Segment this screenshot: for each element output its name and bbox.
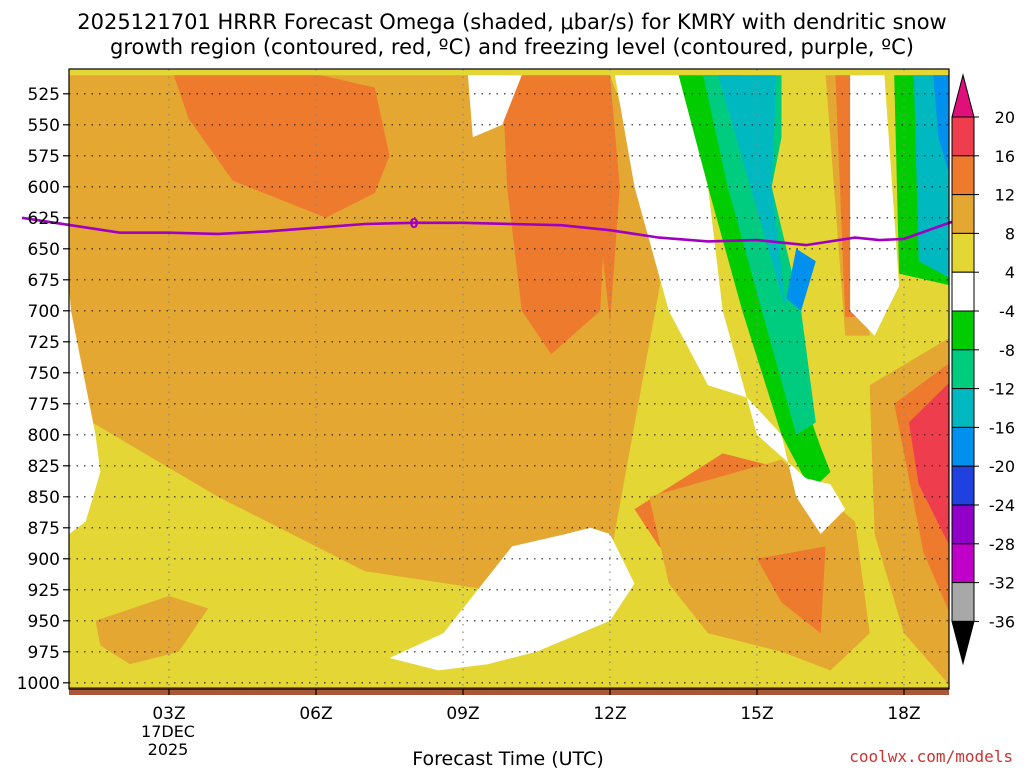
near-zero-region-0	[467, 75, 522, 138]
x-axis: 03Z 06Z 09Z 12Z 15Z 18Z	[152, 689, 921, 724]
y-tick-label-675: 675	[28, 271, 60, 291]
x-tick-label-06Z: 06Z	[299, 704, 332, 724]
colorbar-label-4: 4	[1005, 263, 1015, 282]
colorbar-swatch-9	[951, 465, 975, 506]
y-tick-label-625: 625	[28, 209, 60, 229]
omega-region-2	[502, 75, 610, 355]
y-tick-label-825: 825	[28, 457, 60, 477]
plot-area: 0	[21, 68, 954, 695]
y-tick-label-650: 650	[28, 240, 60, 260]
colorbar-swatch-10	[951, 504, 975, 545]
ground-surface	[69, 687, 949, 695]
y-tick-label-575: 575	[28, 147, 60, 167]
colorbar: 20 16 12 8 4 -4 -8 -12 -16 -20 -24 -28 -32 -36	[951, 73, 1015, 666]
y-axis: 525 550 575 600 625 650 675 700 725 750 775 800 825 8…	[17, 85, 69, 694]
y-tick-label-600: 600	[28, 178, 60, 198]
omega-region-8	[757, 546, 826, 634]
colorbar-swatch-1	[951, 155, 975, 196]
y-tick-label-725: 725	[28, 333, 60, 353]
near-zero-region-3	[850, 75, 900, 336]
omega-region-14	[933, 408, 949, 459]
colorbar-swatch-3	[951, 232, 975, 273]
x-tick-label-09Z: 09Z	[446, 704, 479, 724]
chart-title-line2: growth region (contoured, red, ºC) and f…	[110, 35, 914, 59]
chart-title-line1: 2025121701 HRRR Forecast Omega (shaded, …	[77, 10, 947, 34]
y-tick-label-950: 950	[28, 612, 60, 632]
y-tick-label-775: 775	[28, 395, 60, 415]
y-tick-label-925: 925	[28, 581, 60, 601]
colorbar-label-5: -4	[999, 302, 1015, 321]
colorbar-swatch-0	[951, 116, 975, 157]
colorbar-swatch-2	[951, 194, 975, 234]
y-tick-label-800: 800	[28, 426, 60, 446]
colorbar-swatch-11	[951, 543, 975, 584]
near-zero-region-1	[389, 527, 635, 671]
x-tick-label-12Z: 12Z	[593, 704, 626, 724]
colorbar-label-11: -28	[989, 535, 1015, 554]
colorbar-label-6: -8	[999, 341, 1015, 360]
colorbar-swatch-7	[951, 388, 975, 428]
colorbar-label-1: 16	[995, 147, 1015, 166]
plot-frame	[68, 68, 950, 690]
omega-region-21	[933, 75, 949, 174]
colorbar-label-7: -12	[989, 380, 1015, 399]
colorbar-label-8: -16	[989, 418, 1015, 437]
omega-region-1	[173, 75, 390, 218]
y-tick-label-750: 750	[28, 364, 60, 384]
x-axis-label: Forecast Time (UTC)	[412, 748, 603, 768]
x-date-label-day: 17DEC	[141, 722, 195, 741]
near-zero-omega-regions	[69, 75, 900, 671]
colorbar-label-0: 20	[995, 108, 1015, 127]
colorbar-top-cap	[951, 73, 975, 118]
colorbar-label-9: -20	[989, 457, 1015, 476]
y-tick-label-525: 525	[28, 85, 60, 105]
y-tick-label-900: 900	[28, 550, 60, 570]
colorbar-label-10: -24	[989, 496, 1015, 515]
y-tick-label-1000: 1000	[17, 674, 60, 694]
y-tick-label-700: 700	[28, 302, 60, 322]
colorbar-label-12: -32	[989, 574, 1015, 593]
colorbar-label-13: -36	[989, 612, 1015, 631]
colorbar-swatch-5	[951, 310, 975, 351]
x-tick-label-18Z: 18Z	[887, 704, 920, 724]
colorbar-swatch-8	[951, 426, 975, 467]
near-zero-region-2	[614, 75, 846, 534]
near-zero-region-4	[69, 286, 101, 535]
x-tick-label-15Z: 15Z	[740, 704, 773, 724]
y-tick-label-975: 975	[28, 643, 60, 663]
omega-shading	[69, 75, 949, 685]
watermark: coolwx.com/models	[849, 747, 1013, 766]
colorbar-swatch-12	[951, 582, 975, 622]
y-tick-label-850: 850	[28, 488, 60, 508]
colorbar-label-3: 8	[1005, 224, 1015, 243]
y-tick-label-875: 875	[28, 519, 60, 539]
colorbar-label-2: 12	[995, 186, 1015, 205]
omega-region-16	[703, 75, 816, 435]
omega-region-3	[595, 75, 620, 324]
x-tick-label-03Z: 03Z	[152, 704, 185, 724]
colorbar-swatch-4	[951, 271, 975, 312]
freezing-level-label: 0	[409, 217, 418, 232]
colorbar-bottom-cap	[951, 620, 975, 666]
y-tick-label-550: 550	[28, 116, 60, 136]
omega-region-18	[786, 248, 816, 311]
colorbar-swatch-6	[951, 349, 975, 390]
x-date-label-year: 2025	[148, 740, 189, 759]
freezing-level-contour	[21, 216, 954, 247]
omega-region-6	[95, 596, 209, 665]
